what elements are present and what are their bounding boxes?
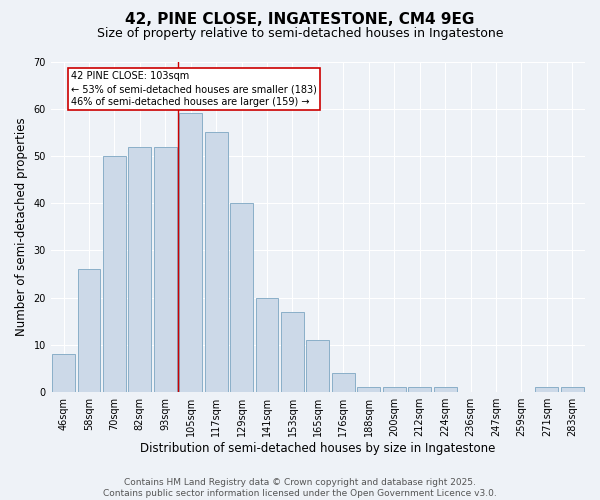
Bar bbox=[281, 312, 304, 392]
Bar bbox=[383, 388, 406, 392]
Bar bbox=[52, 354, 75, 392]
Bar bbox=[561, 388, 584, 392]
X-axis label: Distribution of semi-detached houses by size in Ingatestone: Distribution of semi-detached houses by … bbox=[140, 442, 496, 455]
Bar bbox=[408, 388, 431, 392]
Bar bbox=[535, 388, 558, 392]
Bar bbox=[154, 146, 177, 392]
Text: 42, PINE CLOSE, INGATESTONE, CM4 9EG: 42, PINE CLOSE, INGATESTONE, CM4 9EG bbox=[125, 12, 475, 28]
Text: Size of property relative to semi-detached houses in Ingatestone: Size of property relative to semi-detach… bbox=[97, 28, 503, 40]
Bar bbox=[307, 340, 329, 392]
Bar bbox=[332, 374, 355, 392]
Bar bbox=[103, 156, 126, 392]
Bar bbox=[256, 298, 278, 392]
Bar bbox=[434, 388, 457, 392]
Bar bbox=[205, 132, 227, 392]
Text: 42 PINE CLOSE: 103sqm
← 53% of semi-detached houses are smaller (183)
46% of sem: 42 PINE CLOSE: 103sqm ← 53% of semi-deta… bbox=[71, 71, 317, 108]
Y-axis label: Number of semi-detached properties: Number of semi-detached properties bbox=[15, 118, 28, 336]
Bar bbox=[128, 146, 151, 392]
Bar bbox=[179, 114, 202, 392]
Bar bbox=[358, 388, 380, 392]
Bar bbox=[77, 270, 100, 392]
Bar bbox=[230, 203, 253, 392]
Text: Contains HM Land Registry data © Crown copyright and database right 2025.
Contai: Contains HM Land Registry data © Crown c… bbox=[103, 478, 497, 498]
